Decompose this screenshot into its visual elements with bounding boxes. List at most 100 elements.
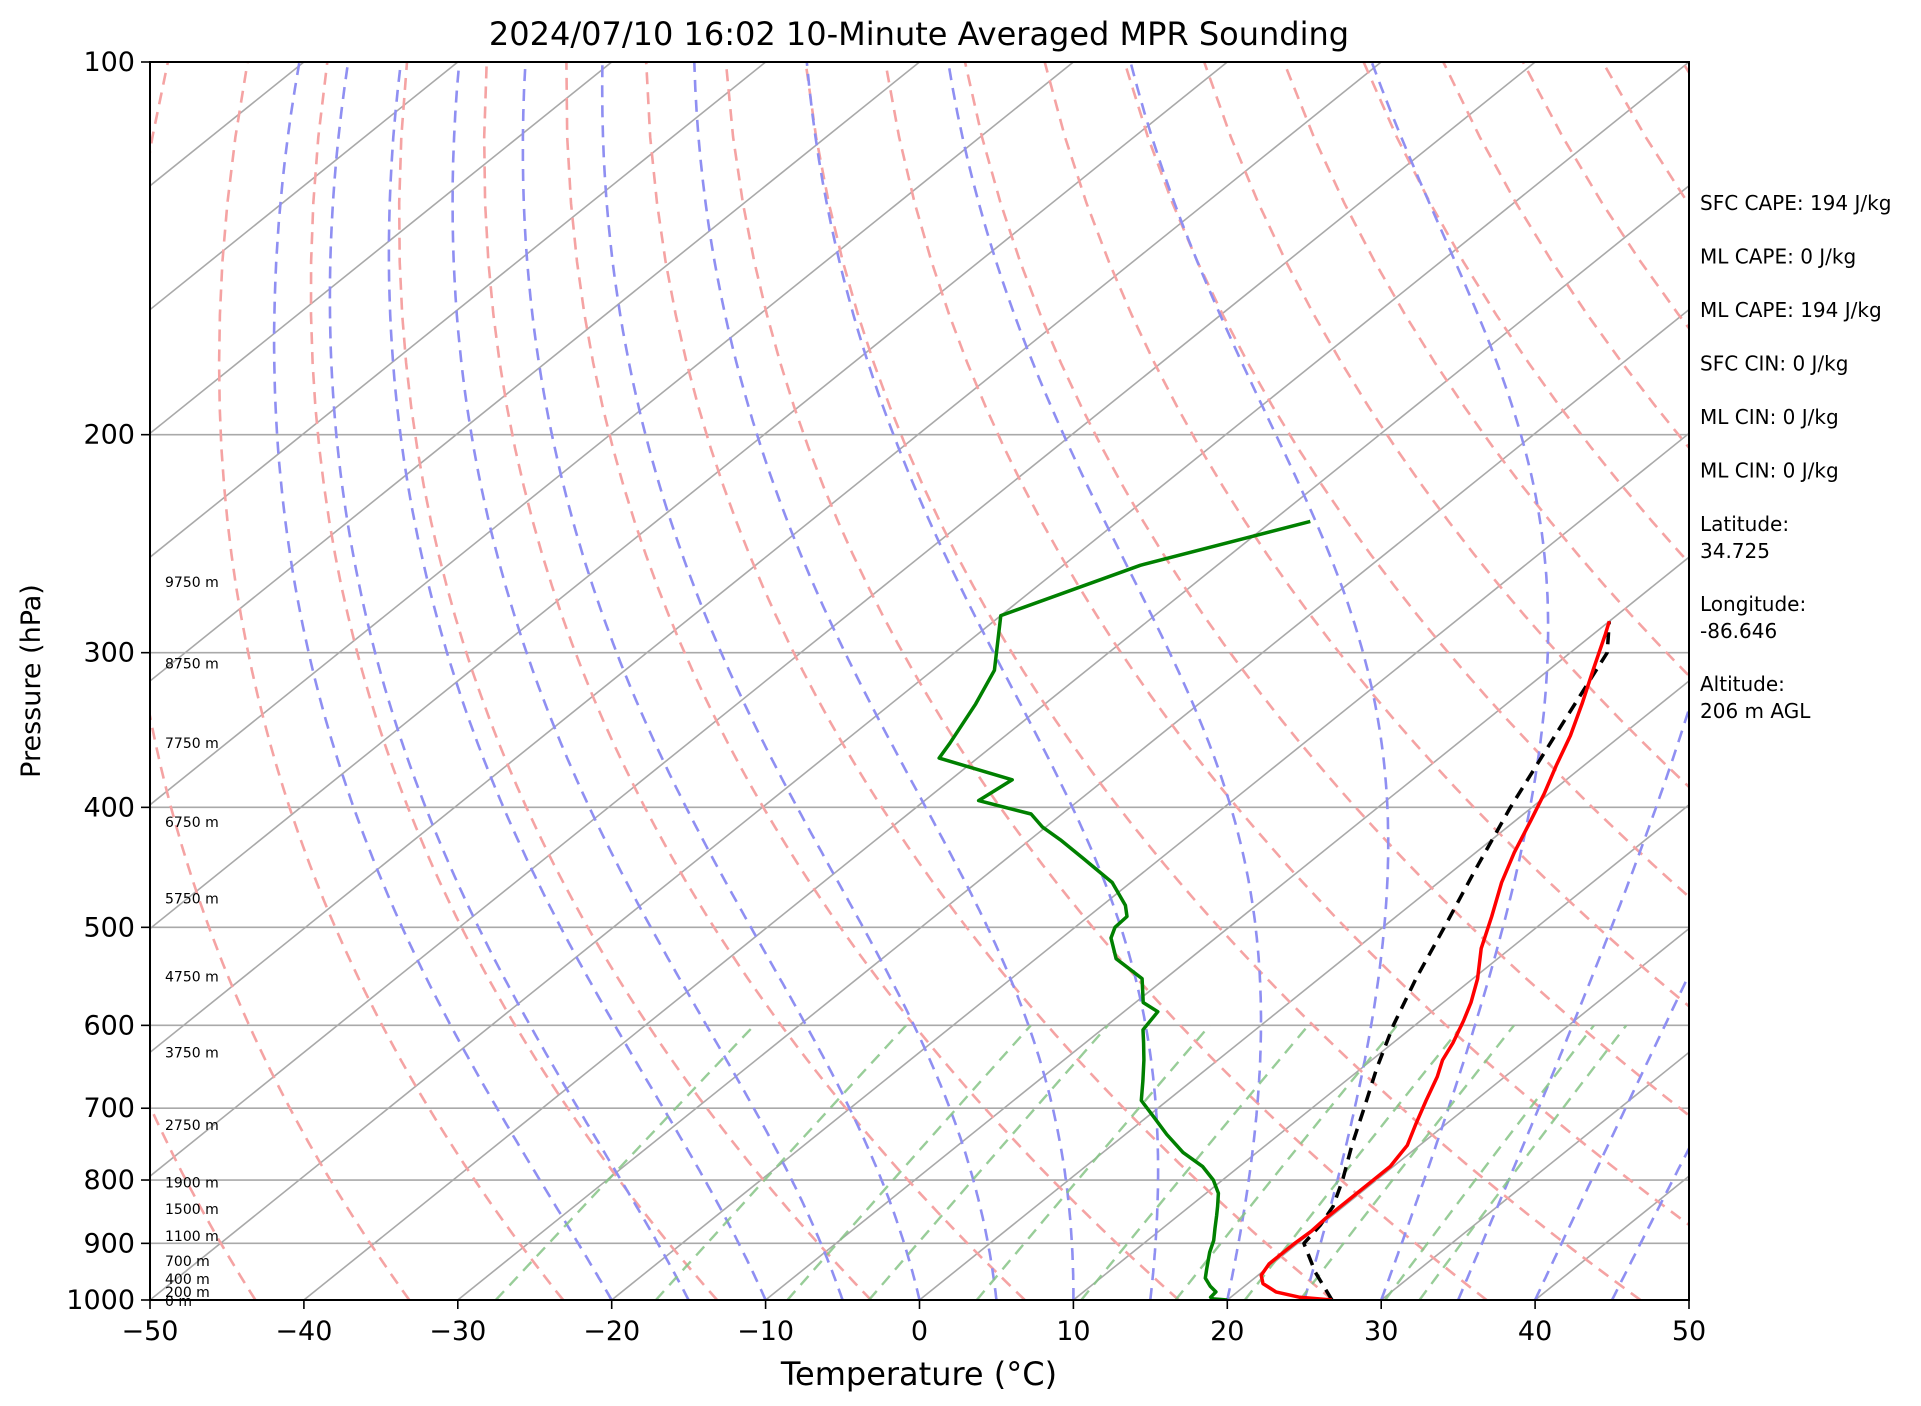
height-label: 5750 m [165,892,219,908]
info-text: Longitude: [1700,592,1806,616]
x-tick-label: −20 [583,1316,640,1347]
info-text: ML CAPE: 0 J/kg [1700,245,1856,269]
mixing-ratio-line [786,1024,1032,1300]
isotherm-line [150,62,1074,806]
dry-adiabat-line [1043,62,1689,1008]
dry-adiabat-line [482,62,1026,1300]
height-label: 1100 m [165,1229,219,1245]
dry-adiabat-line [150,1103,257,1300]
moist-adiabat-line [693,62,1075,1300]
isotherm-line [150,62,1382,1054]
sounding-info-panel: SFC CAPE: 194 J/kg ML CAPE: 0 J/kg ML CAPE… [1700,191,1891,723]
isotherm-line [150,62,767,559]
isotherm-line [1226,927,1689,1300]
info-text: Altitude: [1700,672,1785,696]
dry-adiabat-line [565,62,1180,1300]
mixing-ratio-line [975,1024,1211,1300]
sounding-series [937,519,1612,1300]
dewpoint-line [937,519,1311,1300]
x-tick-label: −30 [429,1316,486,1347]
chart-title: 2024/07/10 16:02 10-Minute Averaged MPR … [489,15,1349,53]
moist-adiabat-line [1370,62,1550,1300]
isotherm-line [1072,803,1689,1300]
y-tick-label: 600 [83,1010,135,1041]
x-tick-label: −10 [737,1316,794,1347]
plot-area [150,62,1689,1300]
x-tick-label: −40 [275,1316,332,1347]
moist-adiabat-line [521,62,921,1300]
isotherm-line [150,62,459,311]
x-tick-label: 0 [911,1316,928,1347]
info-text: 206 m AGL [1700,699,1811,723]
height-label: 1500 m [165,1202,219,1218]
mixing-ratio-line [494,1024,756,1300]
dry-adiabat-line [217,62,565,1300]
height-label: 200 m [165,1285,210,1301]
isotherm-line [150,62,921,683]
y-tick-label: 300 [83,638,135,669]
isotherm-line [303,184,1689,1300]
isotherm-line [150,62,1228,930]
x-tick-label: 40 [1518,1316,1552,1347]
x-tick-label: 20 [1210,1316,1244,1347]
info-text: SFC CAPE: 194 J/kg [1700,191,1891,215]
dry-adiabat-line [724,62,1488,1300]
dry-adiabat-grid [150,62,1689,1300]
moist-adiabat-line [328,62,690,1300]
info-text: SFC CIN: 0 J/kg [1700,352,1848,376]
dry-adiabat-line [150,62,411,1300]
info-text: 34.725 [1700,539,1770,563]
height-label: 1900 m [165,1176,219,1192]
y-tick-label: 100 [83,47,135,78]
isotherm-line [457,308,1689,1300]
height-label: 700 m [165,1254,210,1270]
y-axis-label: Pressure (hPa) [16,584,47,778]
moist-adiabat-line [272,62,613,1300]
dry-adiabat-line [884,62,1689,1227]
mixing-ratio-line [655,1024,907,1300]
mixing-ratio-line [867,1024,1109,1300]
info-text: ML CIN: 0 J/kg [1700,405,1839,429]
mixing-ratio-line [1080,1024,1310,1300]
y-tick-label: 800 [83,1165,135,1196]
dry-adiabat-line [397,62,872,1300]
y-tick-label: 700 [83,1093,135,1124]
x-tick-label: −50 [122,1316,179,1347]
mixing-ratio-line [1299,1024,1515,1300]
y-tick-label: 400 [83,792,135,823]
isotherm-line [150,62,613,435]
moist-adiabat-line [805,62,1160,1300]
dry-adiabat-line [804,62,1642,1300]
height-label: 7750 m [165,736,219,752]
height-label: 3750 m [165,1045,219,1061]
y-tick-label: 1000 [66,1285,135,1316]
dry-adiabat-line [1123,62,1689,899]
height-label: 0 m [165,1294,192,1310]
y-tick-label: 900 [83,1228,135,1259]
temperature-line [1259,620,1611,1300]
info-text: ML CAPE: 194 J/kg [1700,298,1882,322]
height-label: 2750 m [165,1118,219,1134]
mixing-ratio-line [1418,1024,1628,1300]
isotherm-line [150,62,1536,1178]
isotherm-line [765,556,1689,1300]
height-label: 8750 m [165,656,219,672]
dry-adiabat-line [963,62,1689,1118]
info-text: -86.646 [1700,619,1777,643]
info-text: Latitude: [1700,512,1789,536]
height-label: 400 m [165,1272,210,1288]
height-label: 6750 m [165,815,219,831]
x-tick-label: 50 [1672,1316,1706,1347]
moist-adiabat-line [600,62,998,1300]
moist-adiabat-line [946,62,1263,1300]
moist-adiabat-line [387,62,767,1300]
height-label: 9750 m [165,575,219,591]
x-tick-label: 10 [1056,1316,1090,1347]
isotherm-line [611,432,1689,1300]
mixing-ratio-line [1243,1024,1464,1300]
moist-adiabat-grid [272,62,1689,1300]
dry-adiabat-line [1282,62,1689,678]
